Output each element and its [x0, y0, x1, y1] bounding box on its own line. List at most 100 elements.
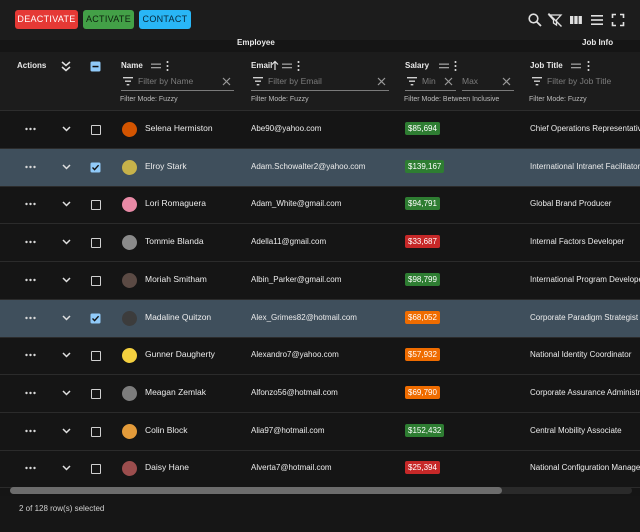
selected-row-count: 2 of 128 row(s) selected: [19, 504, 105, 513]
row-actions-icon[interactable]: [25, 165, 36, 169]
salary-badge: $25,394: [405, 461, 440, 474]
clear-icon[interactable]: [377, 77, 386, 86]
view-columns-icon[interactable]: [567, 11, 585, 29]
salary-badge: $69,790: [405, 386, 440, 399]
job-title: National Identity Coordinator: [530, 350, 632, 359]
salary-max-filter-input[interactable]: Max: [462, 74, 514, 91]
expand-all-icon[interactable]: [60, 60, 72, 74]
column-header-row: [0, 52, 640, 111]
job-title: Chief Operations Representative: [530, 124, 640, 133]
row-actions-icon[interactable]: [25, 391, 36, 395]
employee-name: Selena Hermiston: [145, 123, 213, 133]
clear-icon[interactable]: [222, 77, 231, 86]
avatar: [122, 273, 137, 288]
name-filter-input[interactable]: Filter by Name: [121, 74, 234, 91]
column-menu-icon[interactable]: [586, 60, 591, 72]
employee-email: Adam_White@gmail.com: [251, 199, 342, 208]
row-actions-icon[interactable]: [25, 429, 36, 433]
row-checkbox[interactable]: [91, 200, 101, 210]
horizontal-scrollbar-thumb[interactable]: [10, 487, 502, 494]
column-menu-icon[interactable]: [165, 60, 170, 72]
row-checkbox[interactable]: [91, 389, 101, 399]
job-title-filter-input[interactable]: Filter by Job Title: [530, 74, 640, 90]
row-checkbox[interactable]: [91, 125, 101, 135]
filter-icon: [123, 77, 133, 86]
email-filter-input[interactable]: Filter by Email: [251, 74, 389, 91]
search-icon[interactable]: [526, 11, 544, 29]
row-checkbox[interactable]: [91, 238, 101, 248]
expand-row-icon[interactable]: [62, 428, 71, 434]
avatar: [122, 311, 137, 326]
expand-row-icon[interactable]: [62, 465, 71, 471]
avatar: [122, 386, 137, 401]
salary-badge: $33,687: [405, 235, 440, 248]
row-actions-icon[interactable]: [25, 240, 36, 244]
expand-row-icon[interactable]: [62, 126, 71, 132]
salary-badge: $85,694: [405, 122, 440, 135]
row-checkbox[interactable]: [90, 313, 101, 324]
filter-off-icon[interactable]: [546, 11, 564, 29]
table-row[interactable]: Tommie Blanda Adella11@gmail.com $33,687 In…: [0, 224, 640, 262]
drag-handle-icon[interactable]: [151, 62, 161, 70]
salary-min-filter-input[interactable]: Min: [405, 74, 456, 91]
job-title: International Program Developer: [530, 275, 640, 284]
row-actions-icon[interactable]: [25, 466, 36, 470]
row-actions-icon[interactable]: [25, 278, 36, 282]
activate-button[interactable]: ACTIVATE: [83, 10, 134, 29]
sort-ascending-icon[interactable]: [271, 60, 279, 71]
column-menu-icon[interactable]: [296, 60, 301, 72]
drag-handle-icon[interactable]: [571, 62, 581, 70]
table-row[interactable]: Lori Romaguera Adam_White@gmail.com $94,79…: [0, 186, 640, 224]
expand-row-icon[interactable]: [62, 315, 71, 321]
table-row[interactable]: Selena Hermiston Abe90@yahoo.com $85,694 Ch…: [0, 111, 640, 149]
avatar: [122, 197, 137, 212]
row-actions-icon[interactable]: [25, 202, 36, 206]
job-title: National Configuration Manager: [530, 463, 640, 472]
salary-badge: $98,799: [405, 273, 440, 286]
table-row[interactable]: Gunner Daugherty Alexandro7@yahoo.com $57,…: [0, 337, 640, 375]
row-checkbox[interactable]: [91, 351, 101, 361]
column-header-name[interactable]: Name: [121, 61, 143, 70]
density-icon[interactable]: [588, 11, 606, 29]
row-checkbox[interactable]: [91, 427, 101, 437]
select-all-checkbox[interactable]: [90, 61, 101, 72]
table-row[interactable]: Madaline Quitzon Alex_Grimes82@hotmail.co…: [0, 300, 640, 338]
table-row[interactable]: Moriah Smitham Albin_Parker@gmail.com $98,…: [0, 262, 640, 300]
column-header-salary[interactable]: Salary: [405, 61, 430, 70]
row-checkbox[interactable]: [91, 276, 101, 286]
expand-row-icon[interactable]: [62, 390, 71, 396]
drag-handle-icon[interactable]: [282, 62, 292, 70]
table-row[interactable]: Elroy Stark Adam.Schowalter2@yahoo.com $13…: [0, 149, 640, 187]
email-filter-mode: Filter Mode: Fuzzy: [251, 96, 309, 103]
row-checkbox[interactable]: [90, 162, 101, 173]
clear-icon[interactable]: [502, 77, 511, 86]
table-row[interactable]: Meagan Zemlak Alfonzo56@hotmail.com $69,79…: [0, 375, 640, 413]
filter-icon: [532, 77, 542, 86]
salary-badge: $139,167: [405, 160, 445, 173]
employee-email: Abe90@yahoo.com: [251, 124, 322, 133]
row-checkbox[interactable]: [91, 464, 101, 474]
expand-row-icon[interactable]: [62, 164, 71, 170]
salary-max-placeholder: Max: [462, 76, 479, 86]
table-row[interactable]: Daisy Hane Alverta7@hotmail.com $25,394 Nat…: [0, 450, 640, 488]
expand-row-icon[interactable]: [62, 352, 71, 358]
drag-handle-icon[interactable]: [439, 62, 449, 70]
employee-name: Daisy Hane: [145, 462, 189, 472]
deactivate-button[interactable]: DEACTIVATE: [15, 10, 78, 29]
job-title: Central Mobility Associate: [530, 426, 622, 435]
expand-row-icon[interactable]: [62, 239, 71, 245]
table-row[interactable]: Colin Block Alia97@hotmail.com $152,432 Cen…: [0, 413, 640, 451]
fullscreen-icon[interactable]: [609, 11, 627, 29]
avatar: [122, 348, 137, 363]
column-header-email[interactable]: Email: [251, 61, 273, 70]
column-menu-icon[interactable]: [453, 60, 458, 72]
column-header-job-title[interactable]: Job Title: [530, 61, 563, 70]
expand-row-icon[interactable]: [62, 277, 71, 283]
clear-icon[interactable]: [444, 77, 453, 86]
row-actions-icon[interactable]: [25, 316, 36, 320]
row-actions-icon[interactable]: [25, 127, 36, 131]
row-actions-icon[interactable]: [25, 353, 36, 357]
contact-button[interactable]: CONTACT: [139, 10, 191, 29]
expand-row-icon[interactable]: [62, 201, 71, 207]
